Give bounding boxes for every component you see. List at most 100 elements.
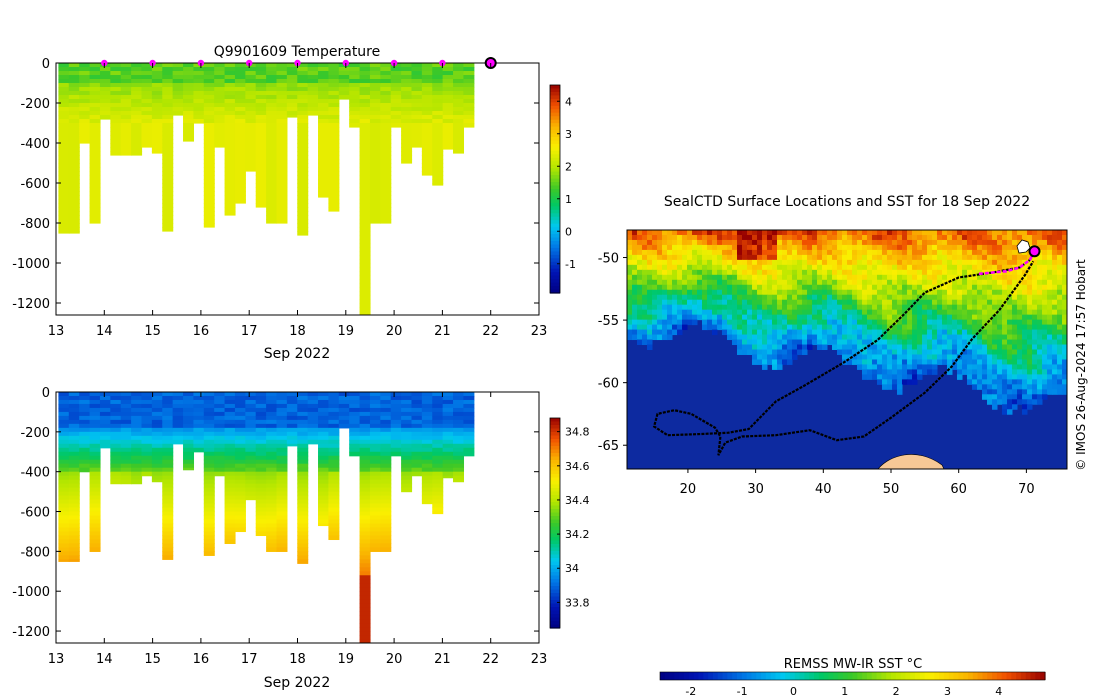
section-cell [89, 171, 101, 176]
section-cell [359, 107, 371, 112]
section-cell [234, 483, 246, 489]
sst-cell [892, 269, 898, 276]
section-cell [141, 79, 153, 84]
sst-cell [742, 314, 748, 321]
section-cell [68, 215, 80, 220]
sst-cell [742, 264, 748, 271]
sst-cell [872, 234, 878, 241]
section-cell [401, 103, 413, 108]
sst-cell [687, 294, 693, 301]
section-cell [359, 227, 371, 232]
sst-cell [732, 334, 738, 341]
section-cell [203, 71, 215, 76]
sst-cell [1062, 309, 1067, 316]
sst-cell [1062, 339, 1067, 346]
sst-cell [717, 324, 723, 331]
section-cell [442, 119, 454, 124]
sst-cell [887, 374, 893, 380]
sst-cell [787, 334, 793, 341]
sst-cell [887, 369, 893, 375]
section-cell [442, 135, 454, 140]
section-cell [276, 175, 288, 180]
sst-cell [962, 329, 968, 336]
section-cell [276, 87, 288, 92]
sst-cell [897, 289, 903, 296]
section-cell [369, 487, 381, 493]
section-cell [432, 103, 444, 108]
section-cell [401, 439, 413, 445]
section-cell [453, 71, 465, 76]
sst-cell [1037, 230, 1043, 236]
section-cell [328, 475, 340, 481]
sst-cell [967, 369, 973, 375]
section-cell [68, 463, 80, 469]
sst-cell [937, 259, 943, 266]
sst-cell [822, 339, 828, 346]
section-cell [453, 479, 465, 483]
section-cell [369, 75, 381, 80]
section-cell [79, 415, 91, 421]
section-cell [463, 67, 475, 72]
sst-cell [842, 344, 848, 350]
section-cell [203, 455, 215, 461]
sst-cell [1032, 294, 1038, 301]
sst-cell [902, 289, 908, 296]
section-cell [442, 67, 454, 72]
section-cell [266, 451, 278, 457]
colorbar-segment [550, 130, 560, 135]
colorbar-segment [550, 157, 560, 162]
sst-cell [952, 274, 958, 281]
section-cell [255, 523, 267, 529]
sst-cell [842, 289, 848, 296]
section-cell [297, 443, 309, 449]
section-cell [234, 515, 246, 521]
sst-cell [887, 249, 893, 256]
sst-cell [937, 239, 943, 246]
sst-cell [827, 239, 833, 246]
section-cell [390, 123, 402, 128]
section-cell [390, 423, 402, 429]
section-cell [183, 443, 195, 449]
sst-cell [1027, 319, 1033, 326]
sst-cell [1012, 254, 1018, 261]
sst-cell [867, 314, 873, 321]
section-cell [442, 467, 454, 473]
section-cell [307, 423, 319, 429]
sst-cell [627, 289, 633, 296]
sst-cell [952, 324, 958, 331]
section-cell [245, 435, 257, 441]
sst-cell [897, 344, 903, 350]
sst-cell [782, 359, 788, 365]
sst-cell [972, 254, 978, 261]
sst-cell [987, 364, 993, 370]
section-cell [421, 127, 433, 132]
section-cell [203, 511, 215, 517]
section-cell [411, 131, 423, 136]
section-cell [276, 207, 288, 212]
sst-cell [637, 269, 643, 276]
sst-cell [1002, 294, 1008, 301]
sst-cell [802, 234, 808, 241]
sst-cell [982, 384, 988, 390]
section-cell [328, 499, 340, 505]
section-cell [307, 419, 319, 425]
section-cell [369, 463, 381, 469]
section-cell [224, 71, 236, 76]
sst-cell [1022, 409, 1028, 415]
sst-cell [1022, 364, 1028, 370]
section-cell [359, 447, 371, 453]
sst-cell [822, 230, 828, 236]
sst-cell [857, 239, 863, 246]
section-cell [380, 83, 392, 88]
sst-cell [837, 269, 843, 276]
sst-cell [842, 264, 848, 271]
sst-cell [912, 324, 918, 331]
colorbar-segment [550, 279, 560, 284]
sst-cell [902, 369, 908, 375]
section-cell [68, 195, 80, 200]
section-cell [110, 427, 122, 433]
sst-cell [797, 304, 803, 311]
section-cell [110, 127, 122, 132]
sst-cell [1057, 379, 1063, 385]
sst-cell [1017, 329, 1023, 336]
